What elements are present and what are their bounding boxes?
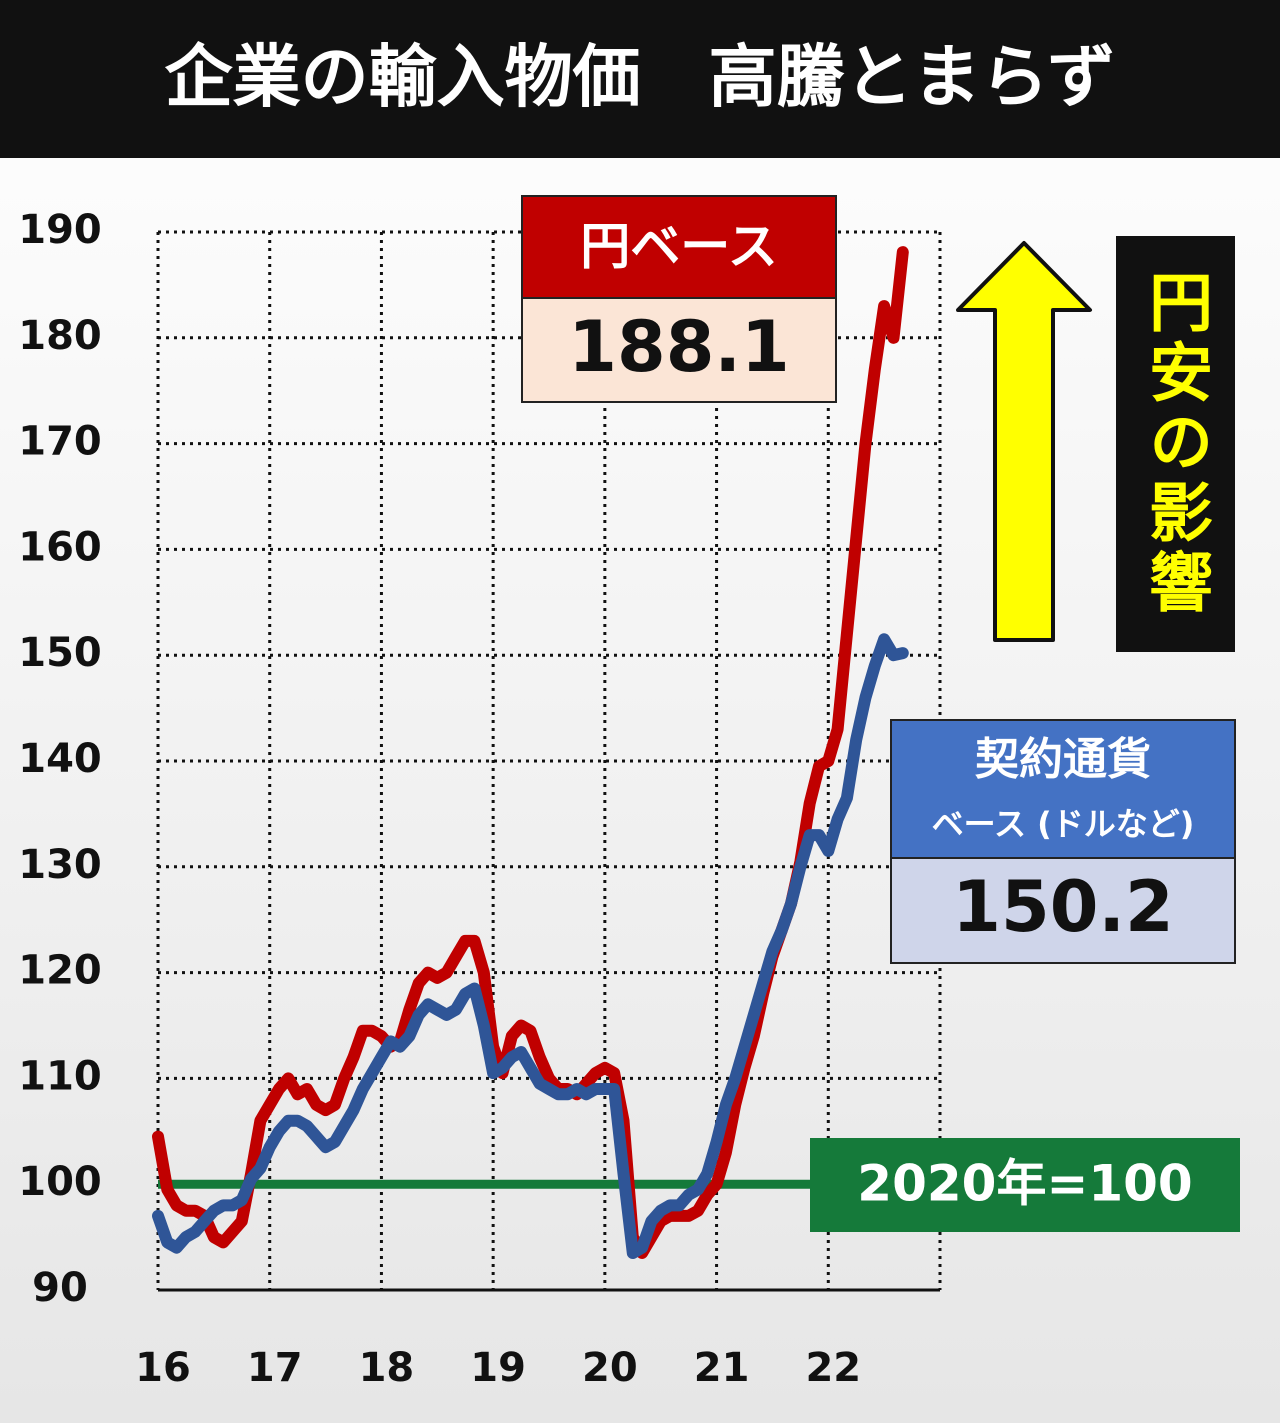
annotation: 円安の影響 [1138, 269, 1212, 619]
last-value-label: 150.2 [952, 866, 1173, 948]
y-tick-label: 120 [18, 948, 102, 994]
value-box [521, 297, 837, 403]
x-tick-label: 22 [805, 1345, 861, 1391]
x-tick-label: 21 [694, 1345, 750, 1391]
y-tick-label: 150 [18, 630, 102, 676]
annotation-box [1116, 236, 1235, 652]
y-tick-label: 140 [18, 736, 102, 782]
legend-header [890, 719, 1236, 859]
reference-label: 2020年=100 [857, 1155, 1192, 1213]
last-value-label: 188.1 [568, 306, 789, 388]
y-tick-label: 160 [18, 524, 102, 570]
legend-header [521, 195, 837, 299]
y-tick-label: 130 [18, 842, 102, 888]
series-line [152, 633, 909, 1259]
value-box [890, 857, 1236, 964]
y-tick-label: 90 [32, 1265, 88, 1311]
x-tick-label: 19 [470, 1345, 526, 1391]
legend-sublabel: ベース (ドルなど) [932, 805, 1195, 843]
legend-label: 円ベース [580, 218, 778, 276]
lines [152, 246, 909, 1259]
x-tick-label: 20 [582, 1345, 638, 1391]
y-tick-label: 190 [18, 207, 102, 253]
y-tick-label: 100 [18, 1159, 102, 1205]
chart-title: 企業の輸入物価 高騰とまらず [165, 39, 1116, 118]
x-tick-label: 16 [135, 1345, 191, 1391]
title-bar [0, 0, 1280, 158]
reference-box [810, 1138, 1240, 1232]
legend-label: 契約通貨 [975, 734, 1151, 785]
arrow [956, 241, 1092, 642]
x-tick-label: 18 [359, 1345, 415, 1391]
y-tick-label: 170 [18, 419, 102, 465]
y-tick-label: 110 [18, 1053, 102, 1099]
y-tick-label: 180 [18, 313, 102, 359]
x-tick-label: 17 [247, 1345, 303, 1391]
